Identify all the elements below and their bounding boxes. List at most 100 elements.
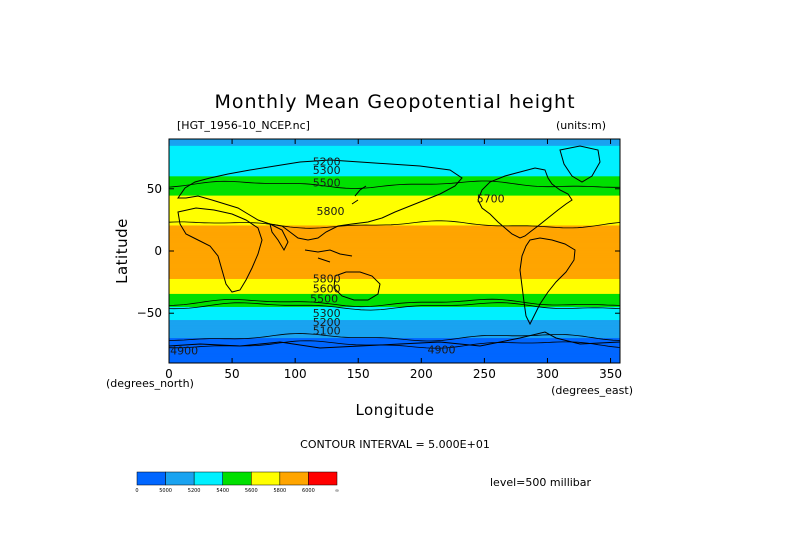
band-row	[169, 275, 620, 278]
band-row	[169, 142, 620, 144]
band-row	[169, 198, 620, 200]
band-row	[169, 276, 620, 278]
colorbar: 0 5000 5200 5400 5600 5800 6000 ∞	[135, 471, 339, 494]
band-row	[169, 353, 620, 355]
band-row	[169, 252, 620, 255]
band-row	[169, 303, 620, 306]
band-row	[169, 176, 620, 179]
contour-label: 5100	[313, 325, 341, 338]
band-row	[169, 147, 620, 149]
band-row	[169, 154, 620, 156]
band-row	[169, 290, 620, 292]
band-row	[169, 328, 620, 330]
band-row	[169, 234, 620, 237]
x-tick-label: 150	[347, 367, 370, 381]
chart-title: Monthly Mean Geopotential height	[214, 91, 575, 113]
band-row	[169, 295, 620, 297]
coastline-europe-asia	[177, 159, 463, 241]
band-row	[169, 199, 620, 202]
band-row	[169, 181, 620, 184]
band-row	[169, 346, 620, 349]
band-row	[169, 345, 620, 347]
band-row	[169, 285, 620, 288]
band-row	[169, 193, 620, 195]
band-row	[169, 348, 620, 350]
band-row	[169, 354, 620, 356]
band-row	[169, 264, 620, 266]
coastline-africa	[177, 207, 263, 293]
band-row	[169, 180, 620, 182]
band-row	[169, 360, 620, 362]
band-row	[169, 231, 620, 233]
x-unit-label: (degrees_east)	[551, 384, 633, 397]
band-row	[169, 310, 620, 312]
band-row	[169, 232, 620, 235]
band-row	[169, 261, 620, 263]
band-row	[169, 157, 620, 159]
band-row	[169, 183, 620, 186]
band-row	[169, 217, 620, 219]
band-row	[169, 293, 620, 295]
contour-interval-label: CONTOUR INTERVAL = 5.000E+01	[300, 438, 490, 451]
band-row	[169, 343, 620, 345]
band-row	[169, 188, 620, 190]
source-label: [HGT_1956-10_NCEP.nc]	[177, 119, 310, 132]
band-row	[169, 274, 620, 276]
band-row	[169, 322, 620, 324]
band-row	[169, 339, 620, 342]
band-row	[169, 341, 620, 344]
band-row	[169, 275, 620, 277]
colorbar-swatch	[251, 471, 281, 486]
band-row	[169, 215, 620, 217]
band-row	[169, 247, 620, 249]
band-row	[169, 319, 620, 321]
band-row	[169, 330, 620, 332]
coastline-india	[269, 223, 289, 252]
band-row	[169, 195, 620, 197]
band-row	[169, 311, 620, 313]
band-row	[169, 208, 620, 210]
band-row	[169, 247, 620, 250]
band-row	[169, 242, 620, 244]
band-row	[169, 231, 620, 233]
band-row	[169, 239, 620, 242]
band-row	[169, 205, 620, 207]
band-row	[169, 285, 620, 287]
band-row	[169, 168, 620, 170]
band-row	[169, 290, 620, 293]
band-row	[169, 165, 620, 167]
band-row	[169, 298, 620, 300]
band-row	[169, 249, 620, 251]
band-row	[169, 228, 620, 230]
band-row	[169, 269, 620, 271]
band-row	[169, 204, 620, 206]
band-row	[169, 294, 620, 296]
band-row	[169, 335, 620, 337]
band-row	[169, 351, 620, 354]
band-row	[169, 200, 620, 202]
band-row	[169, 339, 620, 341]
band-row	[169, 287, 620, 289]
contour-label: 5700	[477, 193, 505, 206]
band-row	[169, 273, 620, 275]
x-axis-label: Longitude	[355, 401, 434, 419]
band-row	[169, 280, 620, 282]
band-row	[169, 192, 620, 194]
band-row	[169, 312, 620, 314]
colorbar-tick-label: 5600	[245, 488, 258, 494]
contour-line	[169, 220, 620, 229]
x-tick-label: 100	[284, 367, 307, 381]
colorbar-tick-label: ∞	[335, 488, 339, 494]
contour-label: 5800	[313, 272, 341, 285]
band-row	[169, 194, 620, 196]
band-row	[169, 359, 620, 362]
band-row	[169, 167, 620, 169]
band-row	[169, 323, 620, 325]
band-row	[169, 181, 620, 183]
contour-line	[169, 298, 620, 308]
band-row	[169, 321, 620, 324]
band-row	[169, 335, 620, 337]
band-row	[169, 358, 620, 360]
band-row	[169, 218, 620, 220]
band-row	[169, 179, 620, 181]
